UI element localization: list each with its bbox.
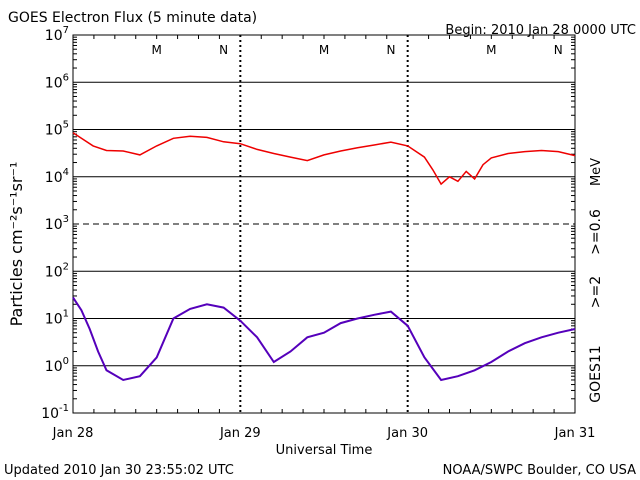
high-energy-label: >=0.6 bbox=[588, 209, 604, 255]
x-tick-label: Jan 28 bbox=[52, 426, 94, 441]
satellite-label: GOES11 bbox=[588, 345, 604, 402]
day-marker: M bbox=[319, 43, 329, 57]
y-tick-label: 107 bbox=[45, 25, 69, 44]
y-tick-label: 10-1 bbox=[41, 403, 69, 422]
y-axis-title: Particles cm⁻²s⁻¹sr⁻¹ bbox=[7, 162, 26, 327]
day-marker: N bbox=[554, 43, 563, 57]
x-axis-title: Universal Time bbox=[276, 443, 373, 458]
x-tick-label: Jan 31 bbox=[554, 426, 596, 441]
gridlines bbox=[73, 81, 575, 367]
day-marker: N bbox=[219, 43, 228, 57]
y-tick-label: 101 bbox=[45, 309, 69, 328]
x-tick-label: Jan 30 bbox=[386, 426, 428, 441]
y-tick-label: 100 bbox=[45, 356, 69, 375]
y-tick-label: 106 bbox=[45, 72, 69, 91]
y-tick-label: 104 bbox=[45, 167, 69, 186]
data-series bbox=[72, 132, 576, 382]
day-marker: N bbox=[386, 43, 395, 57]
credit: NOAA/SWPC Boulder, CO USA bbox=[443, 463, 636, 478]
x-tick-label: Jan 29 bbox=[219, 426, 261, 441]
x-axis-ticks: Jan 28 Jan 29 Jan 30 Jan 31 bbox=[52, 35, 596, 441]
series-line-high-energy bbox=[72, 132, 576, 186]
y-tick-label: 105 bbox=[45, 120, 69, 139]
day-marker: M bbox=[486, 43, 496, 57]
y-tick-label: 103 bbox=[45, 214, 69, 233]
mev-label: MeV bbox=[589, 158, 604, 186]
y-tick-label: 102 bbox=[45, 261, 69, 280]
y-axis-ticks: 10-1 100 101 102 103 104 105 106 107 bbox=[41, 25, 575, 422]
updated-timestamp: Updated 2010 Jan 30 23:55:02 UTC bbox=[4, 463, 234, 478]
low-energy-label: >=2 bbox=[588, 276, 604, 308]
begin-date: Begin: 2010 Jan 28 0000 UTC bbox=[445, 23, 636, 38]
day-dividers bbox=[239, 35, 409, 413]
day-marker: M bbox=[151, 43, 161, 57]
chart-title: GOES Electron Flux (5 minute data) bbox=[8, 10, 257, 26]
series-line-low-energy bbox=[72, 296, 576, 382]
